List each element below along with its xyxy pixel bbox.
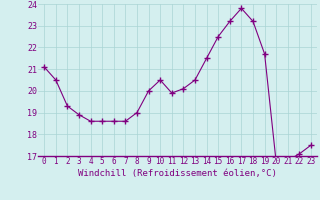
X-axis label: Windchill (Refroidissement éolien,°C): Windchill (Refroidissement éolien,°C)	[78, 169, 277, 178]
